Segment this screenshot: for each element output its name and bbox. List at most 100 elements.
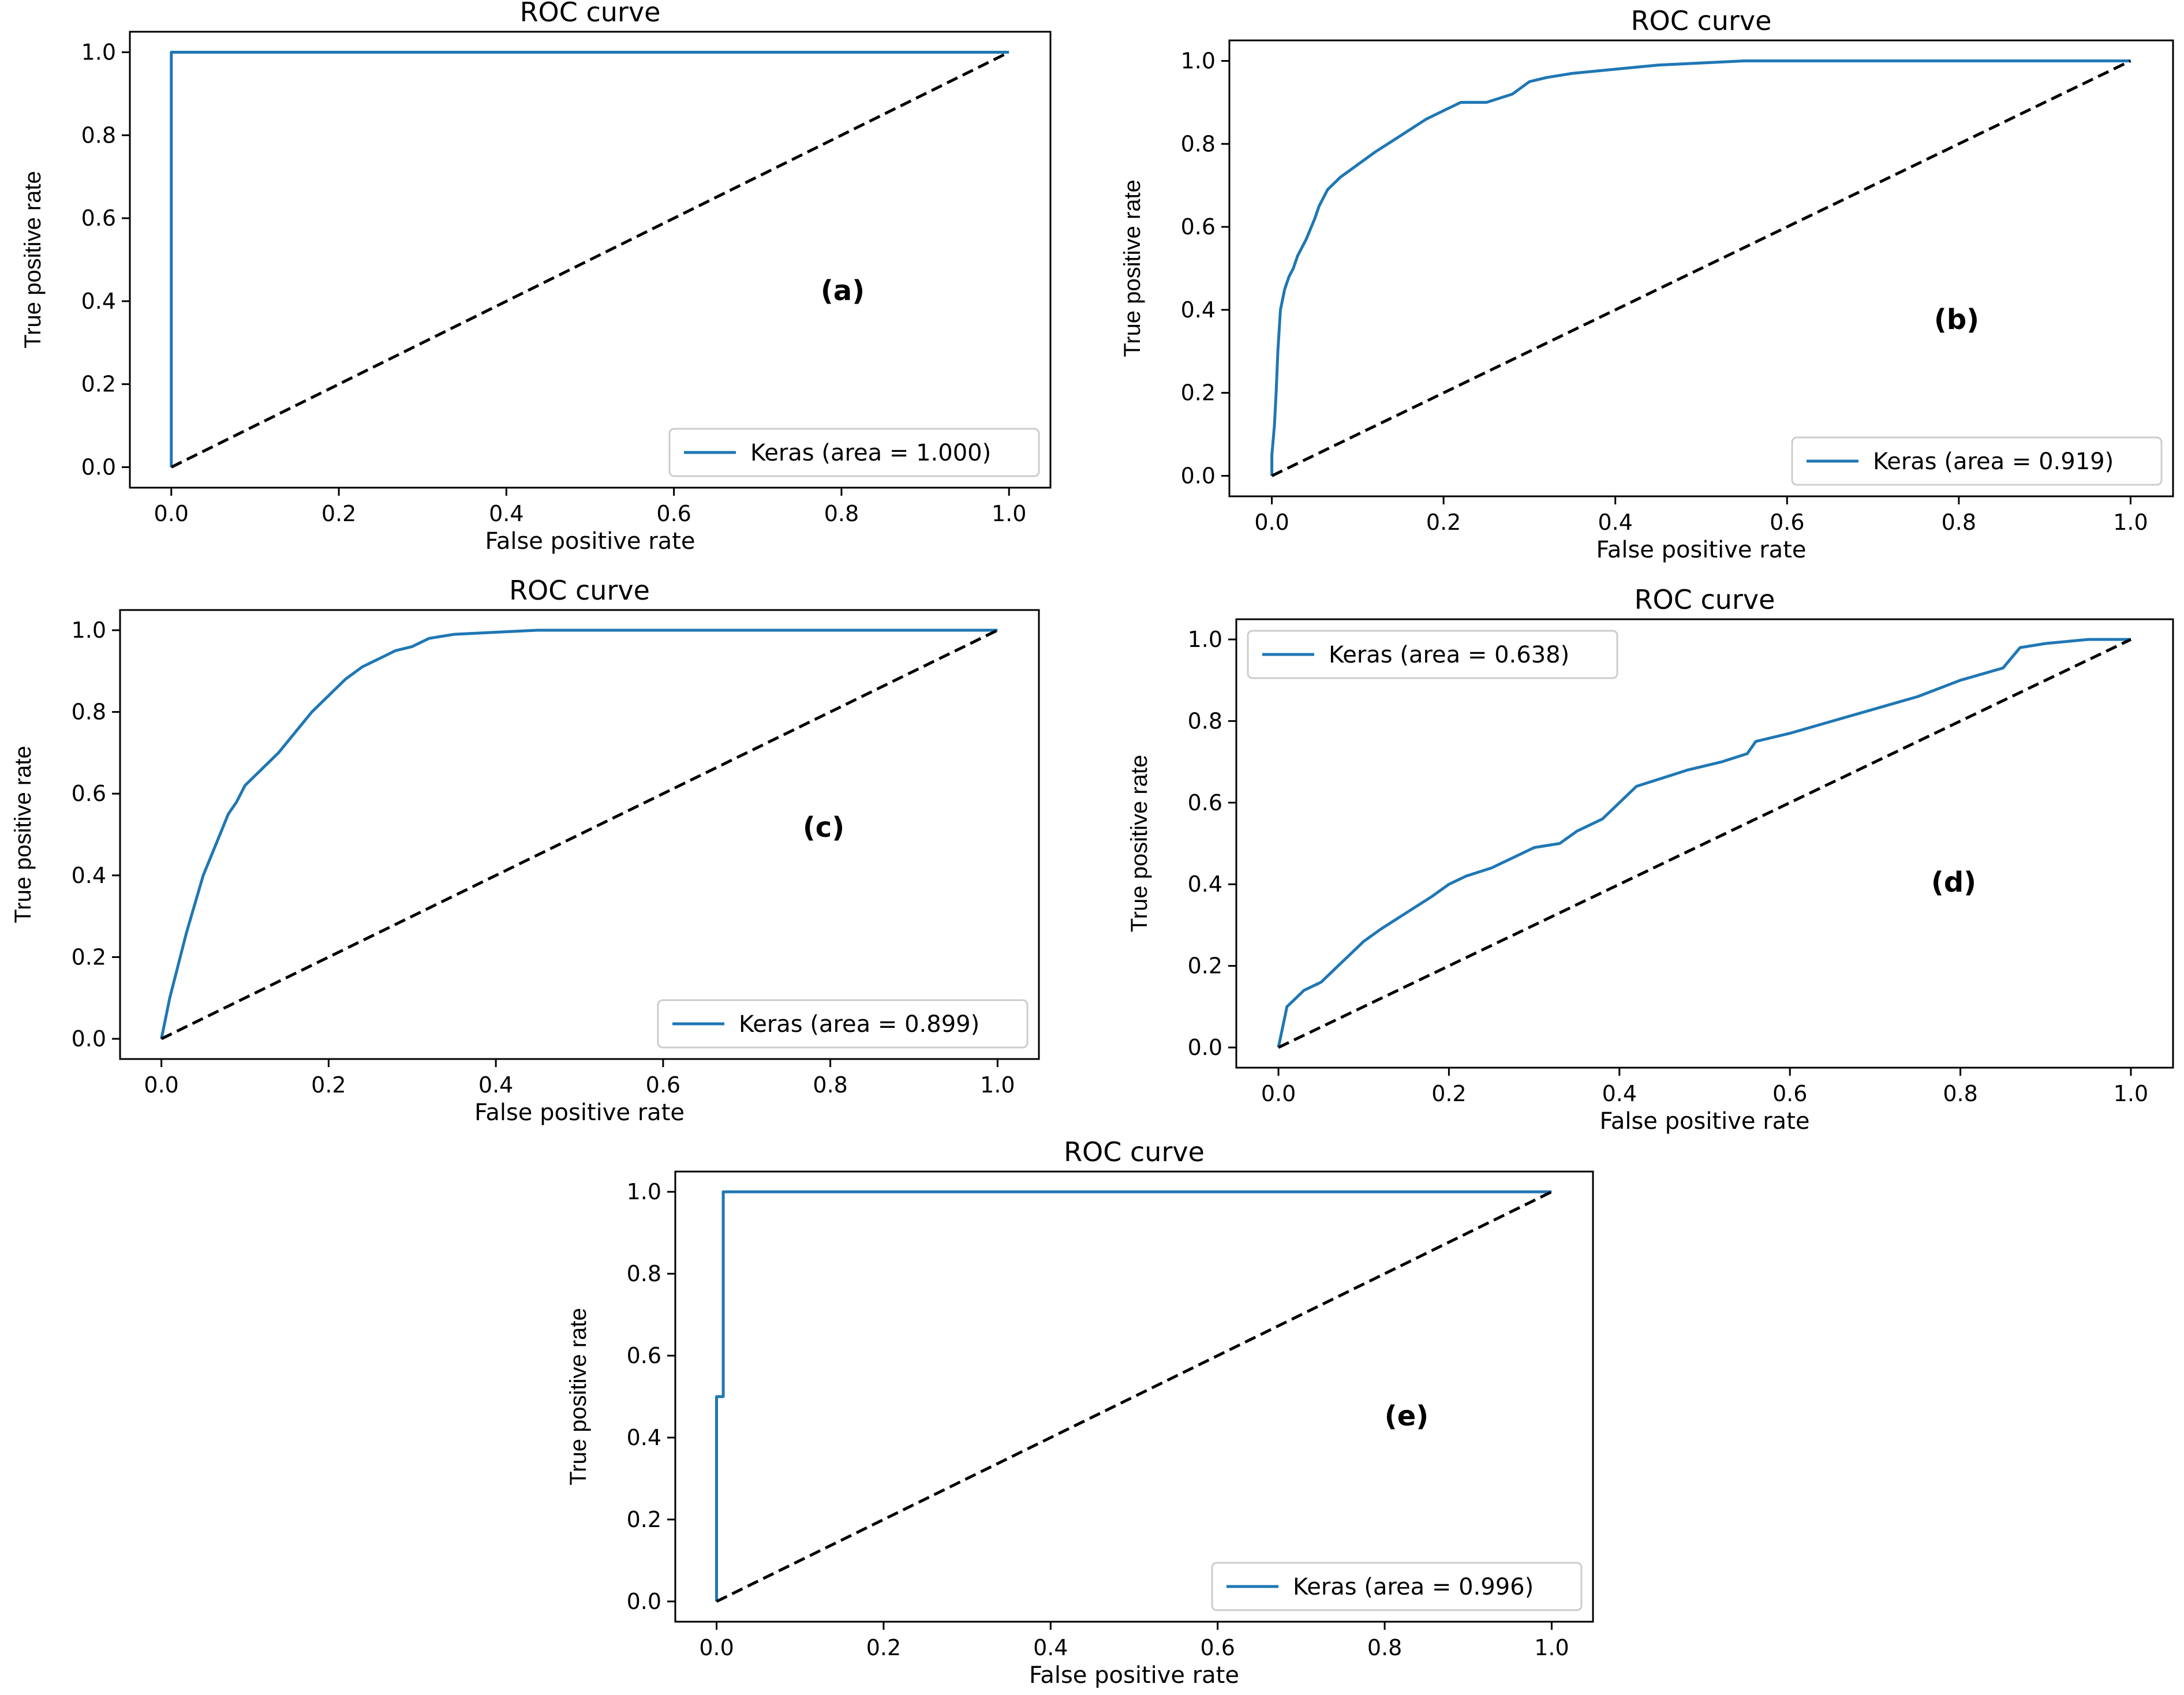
- roc-curve-line: [170, 51, 1009, 467]
- y-tick-label: 0.2: [1181, 380, 1216, 406]
- x-axis-label: False positive rate: [474, 1099, 685, 1126]
- roc-panel-b: ROC curve 0.0 0.2 0.4 0.6 0.8 1.0 0.0 0.2 0.4 0.6 0…: [1120, 5, 2174, 563]
- panel-label: (e): [1385, 1400, 1428, 1432]
- x-axis-label: False positive rate: [1029, 1662, 1239, 1689]
- plot-frame: [1235, 618, 2174, 1069]
- plot-frame: [1228, 39, 2174, 497]
- panel-label: (d): [1931, 866, 1976, 899]
- legend-label: Keras (area = 1.000): [750, 440, 991, 466]
- roc-curve-line: [160, 628, 998, 1039]
- x-tick-label: 0.6: [656, 501, 691, 526]
- legend-box: [668, 428, 1040, 477]
- chart-title: ROC curve: [520, 0, 661, 28]
- panel-label: (a): [821, 275, 865, 307]
- legend: Keras (area = 0.638): [1247, 630, 1618, 679]
- chance-diagonal-line: [170, 51, 1010, 469]
- roc-panel-c: ROC curve 0.0 0.2 0.4 0.6 0.8 1.0 0.0 0.2 0.4 0.6 0…: [10, 575, 1040, 1126]
- y-tick-label: 0.0: [1188, 1035, 1222, 1060]
- chart-title: ROC curve: [1631, 5, 1772, 36]
- y-tick-label: 0.4: [1181, 297, 1216, 323]
- chance-diagonal-line: [160, 628, 998, 1041]
- x-tick-label: 0.2: [1426, 510, 1461, 535]
- x-tick-label: 0.0: [154, 501, 189, 526]
- y-tick-label: 0.2: [1188, 953, 1222, 979]
- y-tick-label: 1.0: [627, 1179, 661, 1204]
- legend-label: Keras (area = 0.638): [1329, 642, 1569, 668]
- y-axis-label: True positive rate: [10, 746, 36, 923]
- chance-diagonal-line: [716, 1190, 1553, 1603]
- x-tick-label: 0.8: [813, 1072, 847, 1098]
- y-tick-label: 1.0: [72, 618, 106, 643]
- x-axis-label: False positive rate: [1600, 1108, 1810, 1135]
- roc-panel-d: ROC curve 0.0 0.2 0.4 0.6 0.8 1.0 0.0 0.2 0.4 0.6 0…: [1127, 584, 2174, 1135]
- roc-panel-e: ROC curve 0.0 0.2 0.4 0.6 0.8 1.0 0.0 0.2 0.4 0.6 0…: [566, 1136, 1594, 1689]
- y-tick-label: 0.2: [72, 944, 106, 970]
- x-tick-label: 0.2: [321, 501, 356, 526]
- plot-frame: [674, 1170, 1594, 1623]
- y-tick-label: 0.0: [72, 1026, 106, 1052]
- x-tick-label: 0.2: [311, 1072, 346, 1098]
- y-tick-label: 0.8: [1181, 131, 1216, 156]
- legend-box: [1211, 1562, 1583, 1611]
- y-tick-label: 0.4: [1188, 871, 1222, 897]
- x-tick-label: 0.8: [1943, 1081, 1977, 1106]
- y-tick-label: 1.0: [81, 40, 116, 65]
- chance-diagonal-line: [1271, 59, 2131, 477]
- x-tick-label: 0.6: [1200, 1635, 1235, 1660]
- y-tick-label: 0.0: [1181, 463, 1216, 488]
- x-tick-label: 0.4: [1598, 510, 1632, 535]
- x-tick-label: 1.0: [980, 1072, 1015, 1098]
- x-tick-label: 0.4: [478, 1072, 513, 1098]
- y-tick-label: 0.2: [627, 1507, 661, 1532]
- x-tick-label: 0.4: [1602, 1081, 1637, 1106]
- x-tick-label: 0.2: [866, 1635, 901, 1660]
- x-tick-label: 1.0: [2114, 1081, 2148, 1106]
- legend: Keras (area = 0.899): [657, 999, 1029, 1049]
- x-tick-label: 0.4: [489, 501, 523, 526]
- x-tick-label: 0.0: [144, 1072, 178, 1098]
- y-axis-label: True positive rate: [1120, 179, 1145, 357]
- x-tick-label: 0.0: [699, 1635, 734, 1660]
- x-tick-label: 0.6: [1770, 510, 1804, 535]
- y-tick-label: 0.6: [72, 781, 106, 806]
- roc-curve-line: [1277, 638, 2131, 1048]
- y-tick-label: 0.6: [81, 205, 116, 231]
- x-axis-label: False positive rate: [1596, 537, 1807, 563]
- roc-panel-a: ROC curve 0.0 0.2 0.4 0.6 0.8 1.0 0.0 0.2 0.4 0.6 0…: [20, 0, 1052, 555]
- chart-title: ROC curve: [509, 575, 650, 606]
- y-axis-label: True positive rate: [20, 171, 46, 349]
- y-tick-label: 0.6: [627, 1343, 661, 1368]
- y-tick-label: 0.0: [81, 454, 116, 480]
- legend-box: [657, 999, 1029, 1049]
- x-tick-label: 0.8: [824, 501, 859, 526]
- legend-box: [1791, 436, 2163, 486]
- x-tick-label: 0.0: [1254, 510, 1289, 535]
- y-tick-label: 0.4: [627, 1425, 661, 1450]
- x-tick-label: 1.0: [992, 501, 1026, 526]
- y-tick-label: 0.6: [1181, 214, 1216, 240]
- x-tick-label: 0.0: [1261, 1081, 1296, 1106]
- y-tick-label: 0.4: [81, 289, 116, 314]
- x-tick-label: 0.4: [1033, 1635, 1068, 1660]
- plot-frame: [119, 609, 1040, 1060]
- y-tick-label: 0.8: [72, 699, 106, 725]
- y-axis-label: True positive rate: [1127, 755, 1152, 933]
- x-tick-label: 0.6: [1772, 1081, 1807, 1106]
- y-tick-label: 1.0: [1181, 48, 1216, 74]
- x-tick-label: 0.8: [1942, 510, 1976, 535]
- legend-label: Keras (area = 0.996): [1293, 1574, 1534, 1600]
- y-tick-label: 0.0: [627, 1589, 661, 1614]
- x-tick-label: 0.6: [646, 1072, 680, 1098]
- y-tick-label: 1.0: [1188, 627, 1222, 652]
- chart-title: ROC curve: [1635, 584, 1775, 615]
- plot-frame: [129, 31, 1052, 489]
- y-tick-label: 0.2: [81, 372, 116, 397]
- legend: Keras (area = 0.996): [1211, 1562, 1583, 1611]
- x-tick-label: 1.0: [1534, 1635, 1569, 1660]
- y-tick-label: 0.4: [72, 863, 106, 888]
- y-tick-label: 0.6: [1188, 790, 1222, 815]
- y-axis-label: True positive rate: [566, 1308, 591, 1486]
- x-tick-label: 1.0: [2113, 510, 2148, 535]
- x-tick-label: 0.8: [1367, 1635, 1402, 1660]
